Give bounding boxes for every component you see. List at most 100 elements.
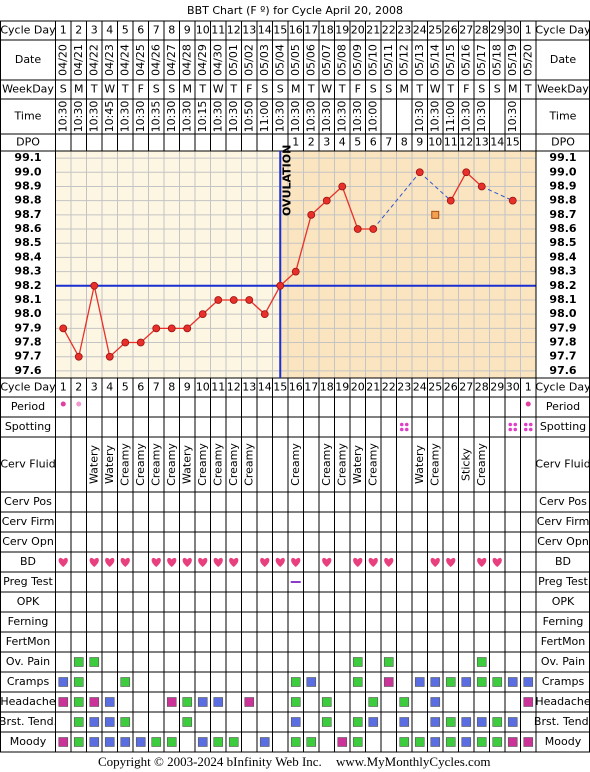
cycle_day-cell: 18 <box>320 24 334 37</box>
cycle-day-cell: 13 <box>242 381 256 394</box>
symptom-mark <box>383 677 394 687</box>
weekday-cell: S <box>494 83 501 96</box>
weekday-cell: S <box>60 83 67 96</box>
cycle-day-cell: 26 <box>444 381 458 394</box>
symptom-mark <box>73 717 84 727</box>
record-label: Period <box>11 400 45 413</box>
cycle_day-label: Cycle Day <box>535 381 590 394</box>
dpo-cell: 1 <box>292 136 299 149</box>
time-cell: 10:30 <box>459 101 472 133</box>
temperature-point <box>229 296 238 304</box>
weekday-cell: T <box>307 83 315 96</box>
y-tick-label: 98.3 <box>14 265 41 278</box>
cycle_day-cell: 21 <box>366 24 380 37</box>
cerv-fluid-cell: Watery <box>180 444 193 484</box>
date-cell: 04/27 <box>165 44 178 76</box>
weekday-label: WeekDay <box>2 83 54 96</box>
record-label: Ferning <box>543 615 584 628</box>
symptom-mark <box>73 657 84 667</box>
record-label: Brst. Tend. <box>534 715 590 728</box>
date-cell: 05/19 <box>506 44 519 76</box>
date-cell: 05/04 <box>273 44 286 76</box>
bd-mark <box>229 557 239 567</box>
time-cell: 10:30 <box>134 101 147 133</box>
symptom-mark <box>166 737 177 747</box>
bd-mark <box>89 557 99 567</box>
symptom-mark <box>430 717 441 727</box>
symptom-mark <box>337 737 348 747</box>
temperature-point <box>415 168 424 177</box>
cerv-fluid-cell: Watery <box>413 444 426 484</box>
record-label: Cerv Fluid <box>535 458 590 471</box>
time-cell: 10:30 <box>335 101 348 133</box>
weekday-label: WeekDay <box>537 83 589 96</box>
record-label: Cerv Opn <box>2 535 54 548</box>
temperature-point <box>152 324 161 333</box>
cerv-fluid-cell: Creamy <box>289 443 302 486</box>
cycle-day-cell: 2 <box>75 381 82 394</box>
record-label: Spotting <box>540 420 586 433</box>
y-tick-label: 98.6 <box>549 222 576 235</box>
time-cell: 10:30 <box>56 101 69 133</box>
symptom-mark <box>228 737 239 747</box>
record-label: Headache <box>535 695 590 708</box>
symptom-mark <box>368 717 379 727</box>
symptom-mark <box>352 677 363 687</box>
time-cell: 10:30 <box>413 101 426 133</box>
bd-mark <box>384 557 394 567</box>
record-label: Preg Test <box>538 575 588 588</box>
dpo-cell: 7 <box>385 136 392 149</box>
symptom-mark <box>399 697 410 707</box>
bd-mark <box>198 557 208 567</box>
cerv-fluid-cell: Creamy <box>227 443 240 486</box>
dpo-cell: 10 <box>428 136 442 149</box>
symptom-mark <box>182 697 193 707</box>
symptom-mark <box>104 697 115 707</box>
weekday-cell: T <box>121 83 129 96</box>
date-cell: 05/08 <box>335 44 348 76</box>
gap-connector <box>481 186 513 202</box>
spotting-mark <box>404 427 409 432</box>
date-cell: 05/15 <box>444 44 457 76</box>
cycle_day-cell: 26 <box>444 24 458 37</box>
y-tick-label: 98.2 <box>14 279 41 292</box>
symptom-mark <box>523 697 534 707</box>
weekday-cell: T <box>415 83 423 96</box>
pre-ovulation-bg <box>55 151 281 378</box>
dpo-cell: 9 <box>416 136 423 149</box>
symptom-mark <box>306 737 317 747</box>
cerv-fluid-cell: Sticky <box>459 448 472 481</box>
temperature-point <box>260 310 269 319</box>
symptom-mark <box>492 717 503 727</box>
symptom-mark <box>414 677 425 687</box>
symptom-mark <box>430 677 441 687</box>
cerv-fluid-cell: Creamy <box>475 443 488 486</box>
cycle-day-cell: 15 <box>273 381 287 394</box>
temperature-point <box>353 225 362 233</box>
cycle-day-cell: 3 <box>91 381 98 394</box>
discarded-temp <box>431 210 440 219</box>
date-cell: 05/06 <box>304 44 317 76</box>
temperature-point <box>198 310 207 319</box>
cycle_day-cell: 1 <box>60 24 67 37</box>
time-cell: 11:00 <box>258 101 271 133</box>
time-cell: 10:30 <box>475 101 488 133</box>
symptom-mark <box>476 717 487 727</box>
symptom-mark <box>476 737 487 747</box>
symptom-mark <box>507 737 518 747</box>
y-tick-label: 99.1 <box>549 151 576 164</box>
bd-mark <box>275 557 285 567</box>
y-tick-label: 98.7 <box>14 208 41 221</box>
symptom-mark <box>430 737 441 747</box>
time-cell: 10:30 <box>304 101 317 133</box>
dpo-cell: 4 <box>339 136 346 149</box>
site-link: www.MyMonthlyCycles.com <box>336 754 490 769</box>
cycle_day-cell: 1 <box>525 24 532 37</box>
cerv-fluid-cell: Creamy <box>165 443 178 486</box>
y-tick-label: 98.9 <box>549 179 576 192</box>
symptom-mark <box>399 737 410 747</box>
temperature-point <box>291 267 300 276</box>
cycle-day-cell: 8 <box>168 381 175 394</box>
temperature-point <box>322 196 331 205</box>
